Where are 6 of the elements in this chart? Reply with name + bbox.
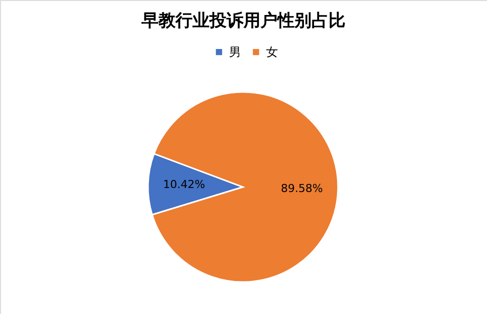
- pie-slice: [151, 91, 339, 283]
- data-label: 10.42%: [163, 178, 206, 192]
- chart-title: 早教行业投诉用户性别占比: [140, 11, 346, 31]
- data-label: 89.58%: [280, 182, 323, 195]
- legend-label: 男: [229, 45, 241, 60]
- legend-label: 女: [266, 45, 278, 60]
